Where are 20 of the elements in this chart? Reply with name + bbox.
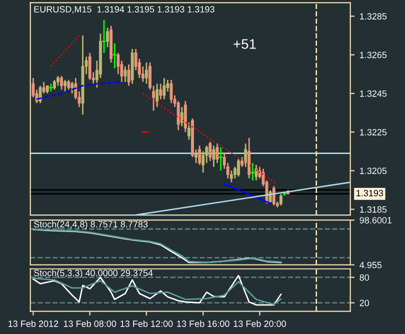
chart-title: Stoch(5,3,3) 40.0000 29.3754: [34, 270, 153, 278]
x-tick-label: 13 Feb 2012: [8, 320, 58, 327]
x-tick-label: 13 Feb 12:00: [120, 320, 173, 327]
y-tick-label: 1.3225: [360, 129, 387, 136]
chart-title: EURUSD,M15 1.3194 1.3195 1.3193 1.3193: [34, 6, 214, 14]
annotation: +51: [234, 39, 256, 49]
chart-title: Stoch(24,4,8) 8.7571 8.7783: [34, 220, 148, 230]
y-tick-label: 1.3185: [360, 206, 387, 213]
x-tick-label: 13 Feb 20:00: [234, 320, 286, 327]
y-tick-label: 98.6001: [360, 217, 392, 224]
ref-line-label: 1.3193: [356, 190, 384, 196]
y-tick-label: 20: [360, 300, 370, 306]
x-tick-label: 13 Feb 16:00: [177, 320, 230, 327]
x-tick-label: 13 Feb 08:00: [64, 320, 116, 327]
y-tick-label: 1.3285: [360, 13, 387, 20]
y-tick-label: 80: [360, 274, 370, 281]
y-tick-label: 1.3245: [360, 90, 387, 97]
y-tick-label: 1.3205: [360, 168, 387, 174]
y-tick-label: 1.3265: [360, 52, 387, 58]
y-tick-label: 4.955: [360, 262, 382, 268]
